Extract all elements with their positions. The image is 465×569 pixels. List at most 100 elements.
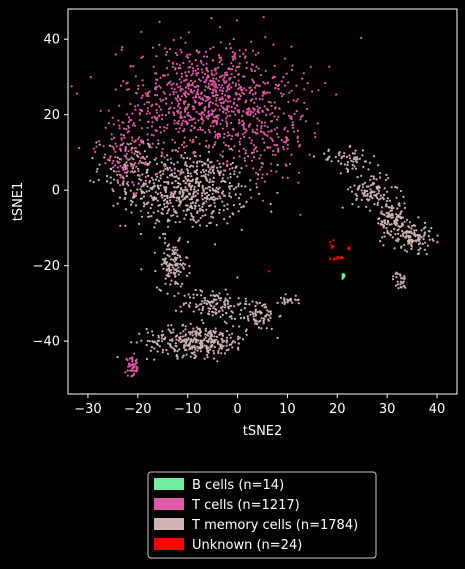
- point-t-memory-cells: [383, 213, 386, 216]
- point-t-cells: [155, 119, 158, 122]
- point-t-memory-cells: [276, 191, 279, 194]
- point-t-memory-cells: [166, 244, 169, 248]
- point-t-memory-cells: [173, 263, 177, 266]
- point-t-cells: [125, 88, 129, 91]
- point-t-cells: [127, 116, 131, 119]
- point-t-memory-cells: [146, 170, 149, 174]
- point-t-cells: [201, 122, 204, 125]
- point-t-memory-cells: [156, 175, 159, 178]
- point-t-cells: [228, 83, 231, 86]
- point-t-memory-cells: [226, 222, 229, 225]
- point-t-cells: [306, 107, 309, 111]
- point-t-memory-cells: [238, 171, 241, 174]
- point-t-memory-cells: [238, 336, 241, 339]
- point-t-memory-cells: [223, 300, 226, 304]
- point-t-cells: [222, 110, 225, 113]
- point-t-memory-cells: [212, 294, 215, 297]
- point-t-cells: [302, 72, 305, 75]
- point-t-cells: [248, 91, 251, 95]
- point-t-cells: [237, 109, 241, 112]
- point-t-memory-cells: [214, 205, 217, 208]
- point-t-cells: [192, 69, 195, 72]
- point-t-cells: [134, 75, 137, 78]
- point-t-memory-cells: [237, 210, 240, 213]
- point-t-cells: [157, 115, 160, 118]
- point-t-cells: [221, 89, 224, 92]
- point-t-memory-cells: [185, 274, 189, 277]
- point-t-memory-cells: [196, 198, 199, 202]
- point-t-memory-cells: [130, 341, 133, 344]
- point-t-cells: [241, 120, 244, 123]
- point-t-memory-cells: [189, 322, 192, 325]
- point-t-cells: [179, 106, 182, 110]
- point-t-cells: [213, 86, 216, 89]
- point-t-memory-cells: [182, 303, 185, 306]
- point-t-cells: [238, 155, 241, 158]
- point-t-memory-cells: [144, 179, 147, 182]
- point-t-memory-cells: [118, 196, 121, 199]
- point-t-memory-cells: [156, 286, 159, 289]
- point-t-memory-cells: [287, 299, 290, 302]
- point-t-cells: [284, 126, 287, 129]
- point-t-memory-cells: [221, 191, 224, 194]
- point-t-memory-cells: [204, 145, 208, 148]
- point-t-cells: [180, 124, 183, 127]
- point-t-memory-cells: [200, 346, 203, 350]
- point-t-memory-cells: [221, 305, 224, 308]
- point-t-memory-cells: [198, 183, 201, 186]
- point-t-cells: [165, 97, 168, 100]
- point-t-cells: [177, 119, 180, 123]
- point-t-cells: [203, 94, 206, 97]
- point-t-memory-cells: [165, 269, 169, 272]
- point-t-cells: [285, 139, 288, 142]
- point-t-cells: [234, 84, 237, 87]
- point-t-cells: [226, 108, 229, 112]
- point-t-cells: [196, 67, 200, 71]
- point-t-cells: [163, 165, 166, 168]
- point-t-memory-cells: [187, 304, 190, 307]
- point-t-cells: [138, 174, 141, 177]
- point-t-memory-cells: [217, 297, 220, 300]
- point-t-cells: [272, 149, 275, 153]
- point-t-cells: [127, 149, 130, 153]
- point-t-memory-cells: [340, 155, 344, 158]
- point-t-cells: [256, 177, 259, 181]
- point-t-memory-cells: [132, 158, 135, 161]
- point-t-cells: [193, 80, 197, 83]
- point-t-cells: [288, 91, 291, 94]
- point-t-cells: [250, 139, 253, 142]
- point-t-memory-cells: [388, 206, 391, 209]
- point-t-cells: [128, 369, 131, 372]
- point-t-memory-cells: [189, 355, 192, 358]
- point-t-cells: [125, 157, 128, 160]
- point-t-memory-cells: [149, 349, 152, 352]
- point-t-memory-cells: [400, 210, 403, 213]
- point-t-memory-cells: [179, 192, 182, 195]
- point-t-cells: [132, 374, 135, 377]
- point-t-memory-cells: [174, 190, 177, 193]
- point-t-cells: [223, 108, 226, 111]
- point-t-memory-cells: [284, 293, 287, 296]
- point-t-cells: [187, 103, 190, 106]
- point-t-memory-cells: [195, 326, 199, 329]
- point-t-memory-cells: [181, 339, 185, 342]
- point-t-memory-cells: [210, 333, 214, 336]
- point-t-memory-cells: [221, 332, 224, 335]
- point-t-cells: [183, 141, 186, 144]
- point-t-memory-cells: [243, 317, 246, 320]
- point-t-cells: [171, 65, 174, 68]
- point-t-memory-cells: [415, 240, 418, 243]
- point-t-cells: [183, 79, 186, 82]
- point-t-memory-cells: [400, 286, 403, 289]
- point-t-cells: [194, 69, 197, 72]
- point-t-cells: [251, 63, 254, 66]
- point-unknown: [340, 257, 343, 260]
- point-t-memory-cells: [175, 199, 178, 202]
- point-t-cells: [215, 84, 218, 88]
- point-t-cells: [335, 93, 338, 96]
- point-t-cells: [250, 69, 254, 72]
- point-t-cells: [119, 174, 123, 177]
- point-unknown: [347, 248, 350, 251]
- point-t-memory-cells: [196, 169, 199, 172]
- point-t-memory-cells: [408, 221, 411, 224]
